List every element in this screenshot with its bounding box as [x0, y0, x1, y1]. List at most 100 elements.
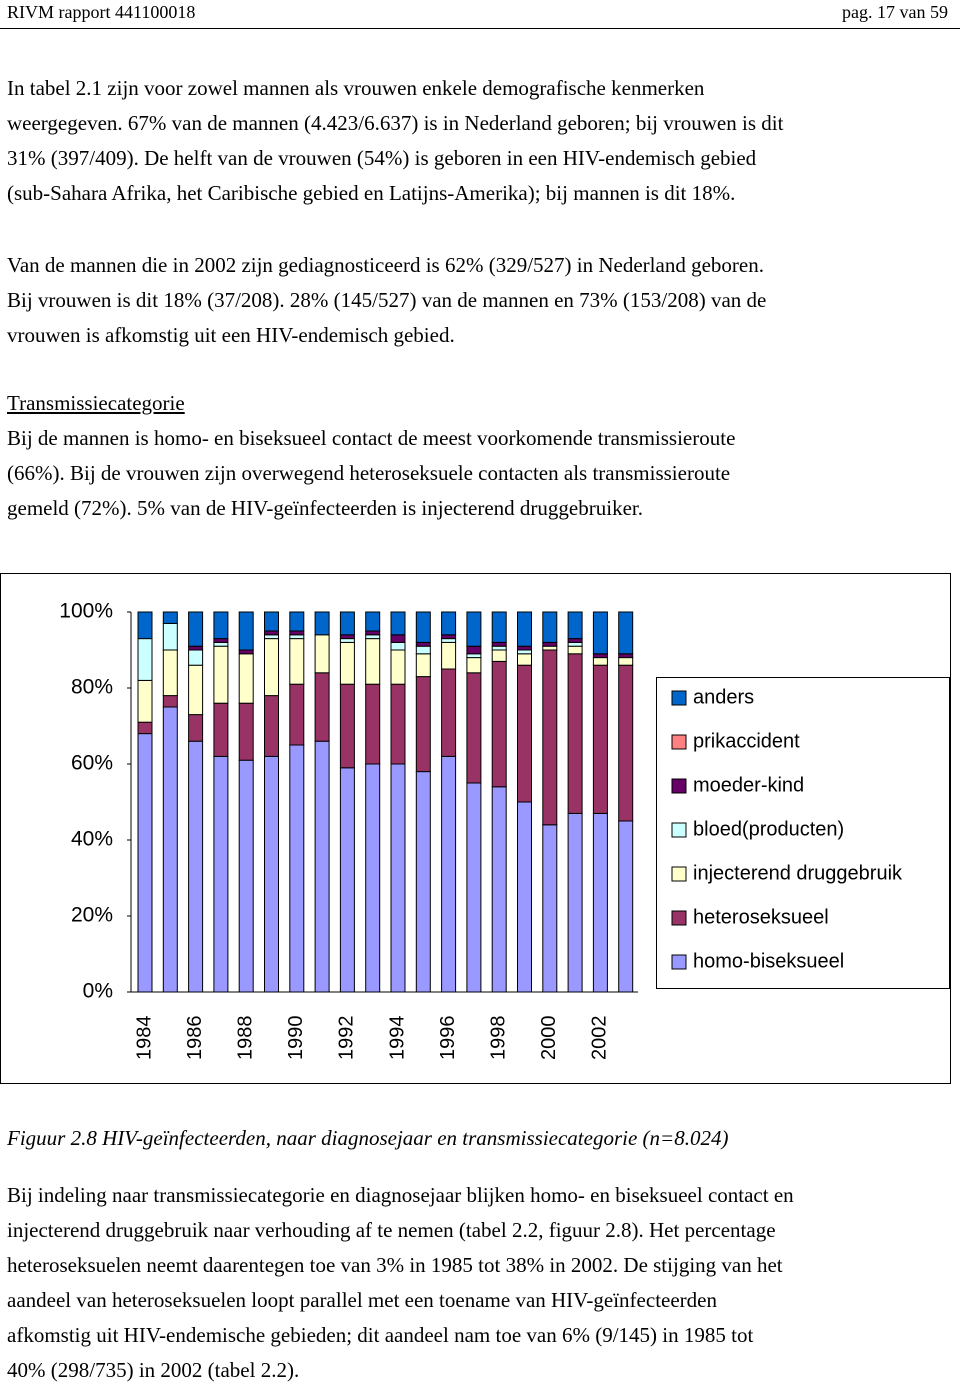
legend-label: anders: [693, 686, 754, 708]
bar-segment: [517, 645, 532, 651]
bar-segment: [592, 653, 608, 659]
bar-segment: [137, 679, 153, 723]
x-tick-label: 1990: [285, 1016, 307, 1061]
bar-segment: [390, 649, 406, 685]
bar-segment: [592, 664, 608, 814]
y-tick-label: 0%: [83, 980, 113, 1003]
bar-segment: [188, 611, 204, 647]
header-rule: [0, 28, 960, 29]
bar-segment: [415, 676, 431, 773]
legend-label: injecterend druggebruik: [693, 862, 903, 884]
text-line: vrouwen is afkomstig uit een HIV-endemis…: [7, 323, 455, 347]
bar-segment: [466, 611, 482, 647]
text-line: Bij vrouwen is dit 18% (37/208). 28% (14…: [7, 288, 767, 312]
bar-segment: [365, 634, 381, 640]
bar-segment: [592, 611, 608, 655]
x-tick-label: 2002: [589, 1016, 611, 1061]
x-tick-label: 1998: [487, 1016, 509, 1061]
text-line: aandeel van heteroseksuelen loopt parall…: [7, 1288, 717, 1312]
bar-segment: [137, 638, 153, 681]
bar-segment: [289, 630, 305, 636]
paragraph: Bij de mannen is homo- en biseksueel con…: [7, 421, 735, 526]
text-line: Bij indeling naar transmissiecategorie e…: [7, 1183, 794, 1207]
text-line: 40% (298/735) in 2002 (tabel 2.2).: [7, 1358, 300, 1382]
text-line: In tabel 2.1 zijn voor zowel mannen als …: [7, 76, 705, 100]
bar-segment: [162, 706, 178, 993]
paragraph: Van de mannen die in 2002 zijn gediagnos…: [7, 248, 766, 353]
bar-segment: [213, 611, 229, 640]
legend-frame: [656, 677, 950, 989]
text-line: 31% (397/409). De helft van de vrouwen (…: [7, 146, 757, 170]
legend-swatch: [671, 690, 687, 706]
bar-segment: [162, 622, 178, 651]
bar-segment: [289, 744, 305, 993]
x-tick-label: 1988: [234, 1016, 256, 1061]
bar-segment: [339, 611, 355, 636]
bar-segment: [314, 672, 330, 742]
bar-segment: [264, 695, 279, 757]
bar-segment: [415, 641, 431, 647]
bar-segment: [441, 638, 457, 643]
y-tick-label: 40%: [71, 828, 113, 851]
text-line: afkomstig uit HIV-endemische gebieden; d…: [7, 1323, 754, 1347]
bar-segment: [390, 763, 406, 993]
legend-label: homo-biseksueel: [693, 950, 844, 972]
bar-segment: [517, 801, 532, 993]
x-tick-label: 1992: [336, 1016, 358, 1061]
bar-segment: [365, 638, 381, 685]
legend-label: heteroseksueel: [693, 906, 829, 928]
bar-segment: [542, 824, 558, 993]
bar-segment: [567, 638, 583, 643]
x-tick-label: 1994: [386, 1016, 408, 1061]
figure-caption: Figuur 2.8 HIV-geïnfecteerden, naar diag…: [7, 1126, 729, 1150]
bar-segment: [542, 641, 558, 647]
y-tick-label: 100%: [59, 600, 113, 623]
legend-swatch: [671, 734, 687, 750]
bar-segment: [542, 649, 558, 826]
x-tick-label: 1996: [437, 1016, 459, 1061]
text-line: Bij de mannen is homo- en biseksueel con…: [7, 426, 736, 450]
bar-segment: [415, 645, 431, 655]
legend-swatch: [671, 822, 687, 838]
legend-swatch: [671, 910, 687, 926]
bar-segment: [289, 638, 305, 685]
bar-segment: [188, 714, 204, 742]
paragraph: In tabel 2.1 zijn voor zowel mannen als …: [7, 71, 783, 211]
x-tick-label: 1986: [184, 1016, 206, 1061]
bar-segment: [238, 611, 254, 651]
bar-segment: [542, 611, 558, 643]
bar-segment: [339, 683, 355, 769]
bar-segment: [618, 664, 634, 822]
bar-segment: [415, 653, 431, 678]
bar-segment: [264, 611, 279, 632]
bar-segment: [390, 611, 406, 636]
legend-swatch: [671, 866, 687, 882]
bar-segment: [491, 649, 507, 662]
bar-segment: [213, 641, 229, 647]
bar-segment: [339, 634, 355, 640]
bar-segment: [264, 755, 279, 993]
y-tick-label: 80%: [71, 676, 113, 699]
text-line: (sub-Sahara Afrika, het Caribische gebie…: [7, 181, 736, 205]
bar-segment: [314, 740, 330, 993]
bar-segment: [162, 695, 178, 708]
bar-segment: [567, 611, 583, 640]
bar-segment: [441, 634, 457, 640]
bar-segment: [441, 668, 457, 757]
bar-segment: [213, 638, 229, 643]
legend-swatch: [671, 778, 687, 794]
bar-segment: [491, 641, 507, 647]
bar-segment: [365, 763, 381, 993]
bar-segment: [137, 733, 153, 993]
bar-segment: [618, 657, 634, 666]
bar-segment: [314, 634, 330, 674]
bar-segment: [491, 645, 507, 651]
bar-segment: [567, 641, 583, 647]
bar-segment: [188, 740, 204, 993]
bar-segment: [238, 653, 254, 704]
bar-segment: [415, 611, 431, 643]
bar-segment: [188, 649, 204, 666]
bar-segment: [137, 721, 153, 735]
bar-segment: [188, 645, 204, 651]
